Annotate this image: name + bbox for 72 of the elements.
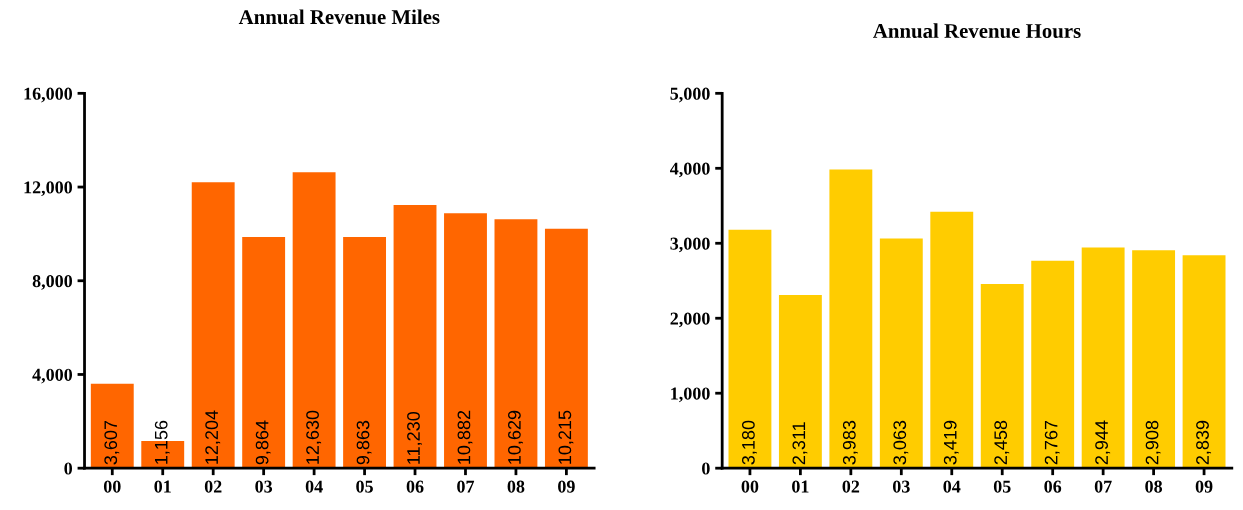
x-tick-label: 03 (255, 480, 273, 493)
x-tick-label: 08 (1145, 480, 1163, 493)
chart-title: Annual Revenue Hours (873, 23, 1081, 39)
bar (1132, 250, 1176, 469)
data-label: 2,458 (994, 420, 1010, 465)
x-tick-label: 05 (356, 480, 373, 493)
bar (393, 205, 437, 469)
y-tick-label: 16,000 (24, 87, 73, 103)
y-tick-label: 4,000 (32, 368, 73, 384)
bar (494, 219, 538, 469)
data-label: 10,882 (457, 410, 473, 464)
data-label: 11,230 (407, 411, 423, 464)
bar (444, 213, 487, 469)
data-label: 9,863 (356, 420, 372, 465)
bar (728, 229, 772, 469)
y-tick-label: 12,000 (24, 181, 73, 197)
chart-title: Annual Revenue Miles (238, 9, 440, 25)
x-tick-label: 09 (558, 480, 575, 493)
x-tick-label: 02 (842, 480, 860, 493)
bar (292, 172, 336, 469)
data-label: 3,180 (742, 420, 757, 465)
data-label: 3,063 (893, 420, 909, 465)
y-tick-label: 1,000 (671, 387, 710, 403)
x-tick-label: 07 (457, 480, 475, 493)
data-label: 12,630 (306, 410, 322, 464)
data-label: 3,607 (104, 420, 120, 465)
bar (778, 294, 822, 469)
x-tick-label: 06 (406, 480, 424, 493)
x-tick-label: 08 (507, 480, 525, 493)
y-tick-label: 0 (64, 462, 73, 475)
data-label: 2,311 (792, 422, 808, 465)
data-label: 3,419 (943, 420, 959, 465)
x-tick-label: 05 (993, 480, 1011, 493)
x-tick-label: 02 (204, 480, 222, 493)
data-label: 1,156 (154, 420, 170, 464)
bar (90, 383, 134, 469)
data-label: 2,908 (1145, 420, 1161, 465)
x-tick-label: 09 (1195, 480, 1213, 493)
data-label: 12,204 (205, 410, 221, 464)
bar (191, 182, 235, 469)
x-tick-label: 03 (892, 480, 910, 493)
x-tick-label: 04 (305, 480, 323, 493)
x-tick-label: 01 (154, 480, 171, 493)
data-label: 10,215 (558, 410, 574, 464)
data-label: 2,767 (1044, 420, 1060, 465)
x-tick-label: 01 (792, 480, 809, 493)
bar (1182, 255, 1226, 469)
y-tick-label: 8,000 (32, 275, 73, 290)
x-tick-label: 00 (103, 480, 121, 493)
x-tick-label: 04 (943, 480, 961, 493)
x-tick-label: 00 (741, 480, 759, 493)
data-label: 3,983 (842, 420, 858, 465)
bar (1081, 247, 1125, 469)
bar (930, 211, 974, 469)
bar (544, 228, 588, 469)
bar (879, 238, 923, 469)
bar (242, 237, 286, 469)
data-label: 9,864 (255, 420, 271, 465)
x-tick-label: 07 (1094, 480, 1112, 493)
y-tick-label: 0 (702, 462, 710, 475)
data-label: 10,629 (508, 410, 523, 464)
bar (829, 169, 873, 469)
data-label: 2,839 (1196, 420, 1212, 465)
data-label: 2,944 (1095, 420, 1111, 465)
y-tick-label: 4,000 (670, 162, 710, 178)
y-tick-label: 5,000 (670, 87, 710, 103)
bar (1031, 260, 1075, 469)
bar (980, 283, 1024, 469)
y-tick-label: 3,000 (670, 237, 710, 253)
y-tick-label: 2,000 (670, 312, 710, 328)
x-tick-label: 06 (1044, 480, 1062, 493)
bar (343, 237, 387, 469)
